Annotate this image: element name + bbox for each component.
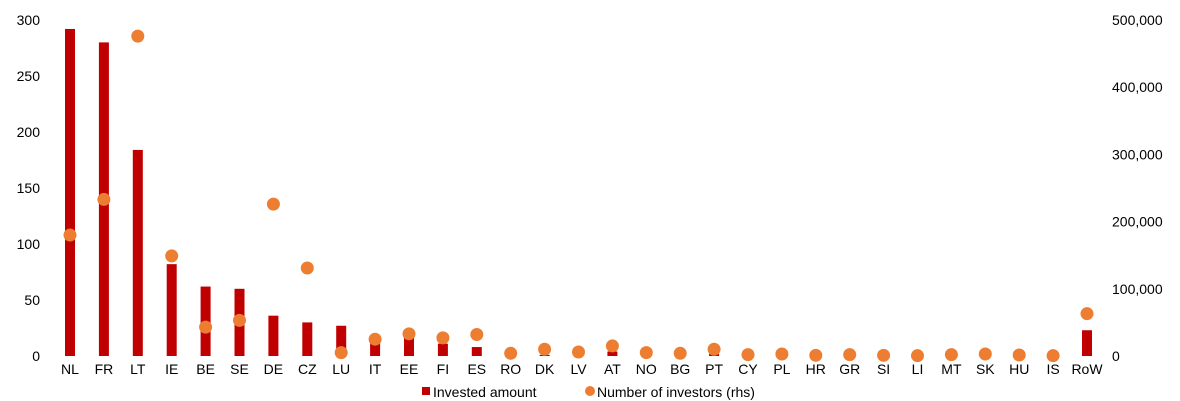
right-tick-label: 400,000	[1112, 79, 1163, 95]
bar-FI	[437, 343, 448, 356]
right-tick-label: 200,000	[1112, 214, 1163, 230]
dot-FR	[97, 192, 111, 206]
dot-DK	[538, 342, 552, 356]
category-label: RO	[500, 361, 521, 377]
dot-NL	[63, 228, 77, 242]
category-label: BE	[196, 361, 215, 377]
category-label: HR	[806, 361, 826, 377]
left-tick-label: 300	[17, 12, 41, 28]
left-tick-label: 200	[17, 124, 41, 140]
category-label: HU	[1009, 361, 1029, 377]
dot-MT	[944, 348, 958, 362]
category-label: LT	[130, 361, 146, 377]
category-label: PL	[773, 361, 790, 377]
category-label: DK	[535, 361, 555, 377]
bar-IT	[370, 342, 381, 356]
right-tick-label: 500,000	[1112, 12, 1163, 28]
dot-DE	[266, 197, 280, 211]
dot-CZ	[300, 261, 314, 275]
dot-BE	[199, 320, 213, 334]
category-label: FR	[95, 361, 114, 377]
category-label: FI	[437, 361, 449, 377]
dot-LI	[911, 349, 924, 363]
bar-LT	[132, 149, 143, 356]
bar-series	[65, 28, 1092, 357]
category-label: CY	[738, 361, 758, 377]
category-label: IS	[1046, 361, 1059, 377]
dot-GR	[843, 348, 857, 362]
dot-PL	[775, 347, 789, 361]
right-axis-ticks: 0 100,000 200,000 300,000 400,000 500,000	[1112, 12, 1163, 364]
bar-CZ	[302, 322, 313, 356]
category-label: LU	[332, 361, 350, 377]
dot-HU	[1012, 348, 1026, 362]
dot-IS	[1046, 349, 1060, 363]
dot-IT	[368, 332, 382, 346]
bar-LU	[336, 325, 347, 356]
bar-RoW	[1082, 330, 1092, 356]
dot-EE	[402, 327, 416, 341]
category-label: SE	[230, 361, 249, 377]
dot-SI	[877, 348, 891, 362]
left-tick-label: 150	[17, 180, 41, 196]
dot-CY	[741, 348, 755, 362]
legend-label-dot: Number of investors (rhs)	[597, 384, 755, 400]
left-tick-label: 50	[24, 292, 40, 308]
bar-ES	[471, 347, 482, 356]
bar-DE	[268, 315, 279, 356]
dot-BG	[673, 346, 687, 360]
dot-ES	[470, 327, 484, 341]
bar-NL	[65, 28, 75, 357]
category-label: IT	[369, 361, 382, 377]
category-axis-labels: NL FR LT IE BE SE DE CZ LU IT EE FI ES RO DK LV AT NO BG PT…	[61, 361, 1103, 377]
category-label: MT	[941, 361, 962, 377]
dot-FI	[436, 331, 450, 345]
category-label: SK	[976, 361, 995, 377]
right-tick-label: 0	[1112, 348, 1120, 364]
right-tick-label: 100,000	[1112, 281, 1163, 297]
category-label: RoW	[1071, 361, 1103, 377]
left-tick-label: 250	[17, 68, 41, 84]
category-label: AT	[604, 361, 621, 377]
bar-IE	[166, 264, 177, 356]
dot-AT	[605, 339, 619, 353]
dot-RoW	[1080, 307, 1094, 321]
scatter-series	[63, 29, 1094, 363]
category-label: CZ	[298, 361, 317, 377]
dot-LT	[131, 29, 145, 43]
category-label: IE	[165, 361, 178, 377]
category-label: NO	[636, 361, 657, 377]
dot-RO	[504, 346, 518, 360]
category-label: SI	[877, 361, 890, 377]
dot-NO	[639, 346, 653, 360]
category-label: LV	[570, 361, 587, 377]
dot-SK	[978, 347, 992, 361]
legend: Invested amount Number of investors (rhs…	[422, 384, 755, 400]
left-tick-label: 100	[17, 236, 41, 252]
category-label: ES	[467, 361, 486, 377]
category-label: GR	[839, 361, 860, 377]
right-tick-label: 300,000	[1112, 146, 1163, 162]
dot-LU	[334, 346, 348, 360]
left-axis-ticks: 0 50 100 150 200 250 300	[17, 12, 41, 364]
category-label: NL	[61, 361, 79, 377]
category-label: BG	[670, 361, 690, 377]
bar-AT	[607, 351, 618, 356]
dot-HR	[809, 348, 823, 362]
category-label: DE	[264, 361, 283, 377]
left-tick-label: 0	[32, 348, 40, 364]
bar-EE	[404, 335, 414, 356]
dot-LV	[572, 345, 585, 359]
category-label: LI	[912, 361, 924, 377]
category-label: EE	[400, 361, 419, 377]
legend-swatch-dot	[585, 386, 595, 396]
dot-PT	[707, 342, 721, 356]
legend-label-bar: Invested amount	[433, 384, 537, 400]
dot-IE	[165, 249, 179, 263]
category-label: PT	[705, 361, 723, 377]
legend-swatch-bar	[422, 387, 430, 395]
dot-SE	[233, 313, 246, 327]
